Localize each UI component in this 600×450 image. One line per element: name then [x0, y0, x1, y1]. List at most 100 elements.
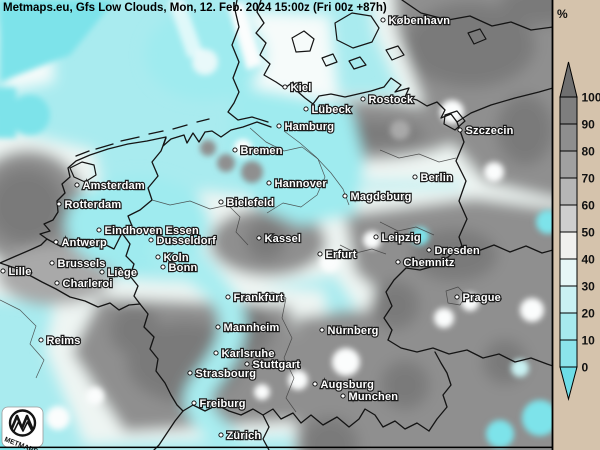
city-marker-icon — [282, 84, 288, 90]
city-marker-icon — [312, 381, 318, 387]
city-label: Kiel — [282, 81, 312, 95]
city-label: Bonn — [160, 261, 198, 275]
legend-cell — [559, 258, 578, 287]
city-label: Erfurt — [317, 248, 358, 262]
legend-cell — [559, 285, 578, 314]
legend-tick-label: 50 — [582, 226, 596, 240]
legend-tick-label: 100 — [582, 91, 600, 105]
city-name: Reims — [47, 335, 81, 347]
city-marker-icon — [148, 237, 154, 243]
city-marker-icon — [303, 106, 309, 112]
city-label: Rostock — [360, 93, 415, 107]
country-borders — [0, 0, 553, 450]
city-label: Hannover — [266, 177, 328, 191]
city-marker-icon — [74, 182, 80, 188]
city-label: Chemnitz — [395, 256, 456, 270]
city-marker-icon — [56, 201, 62, 207]
legend-cell — [559, 204, 578, 233]
legend-tick-label: 30 — [582, 280, 596, 294]
legend-tick-label: 70 — [582, 172, 596, 186]
city-label: Magdeburg — [342, 190, 413, 204]
city-marker-icon — [373, 234, 379, 240]
city-marker-icon — [160, 264, 166, 270]
city-marker-icon — [412, 174, 418, 180]
city-marker-icon — [187, 370, 193, 376]
city-name: Amsterdam — [83, 180, 145, 192]
city-label: Karlsruhe — [213, 347, 276, 361]
city-name: Antwerp — [62, 237, 107, 249]
city-label: Charleroi — [54, 277, 114, 291]
city-marker-icon — [319, 327, 325, 333]
city-marker-icon — [155, 254, 161, 260]
city-name: Bielefeld — [227, 197, 275, 209]
city-name: Chemnitz — [404, 257, 455, 269]
city-label: Freiburg — [191, 397, 247, 411]
city-name: Kassel — [265, 233, 302, 245]
city-marker-icon — [99, 269, 105, 275]
city-name: Munchen — [349, 391, 399, 403]
city-label: Liège — [99, 266, 138, 280]
city-label: Lille — [0, 265, 33, 279]
logo-m-wave2-icon — [13, 421, 33, 432]
city-label: Reims — [38, 334, 82, 348]
city-name: Augsburg — [321, 379, 375, 391]
city-name: Erfurt — [326, 249, 357, 261]
city-marker-icon — [218, 199, 224, 205]
city-label: Dusseldorf — [148, 234, 217, 248]
legend-cell — [559, 312, 578, 341]
city-name: Liège — [108, 267, 138, 279]
city-marker-icon — [266, 180, 272, 186]
city-label: Dresden — [426, 244, 481, 258]
city-label: Munchen — [340, 390, 399, 404]
legend-cell — [559, 150, 578, 179]
city-name: Bonn — [169, 262, 198, 274]
map-bottom-frame — [0, 446, 553, 449]
cloud-layer-large — [0, 0, 553, 450]
legend-cell — [559, 231, 578, 260]
city-marker-icon — [276, 123, 282, 129]
city-label: Amsterdam — [74, 179, 146, 193]
city-marker-icon — [244, 361, 250, 367]
city-label: Strasbourg — [187, 367, 257, 381]
legend-down-arrow — [559, 366, 578, 401]
city-marker-icon — [96, 227, 102, 233]
city-name: Brussels — [58, 258, 106, 270]
city-marker-icon — [213, 350, 219, 356]
city-label: Augsburg — [312, 378, 375, 392]
city-label: København — [380, 14, 451, 28]
legend-tick-label: 60 — [582, 199, 596, 213]
city-name: Karlsruhe — [222, 348, 275, 360]
city-marker-icon — [225, 294, 231, 300]
city-marker-icon — [232, 147, 238, 153]
city-marker-icon — [191, 400, 197, 406]
city-label: Kassel — [256, 232, 302, 246]
city-marker-icon — [49, 260, 55, 266]
city-name: Eindhoven — [105, 225, 163, 237]
city-name: Mannheim — [224, 322, 280, 334]
city-name: Magdeburg — [351, 191, 412, 203]
city-marker-icon — [38, 337, 44, 343]
city-label: Bielefeld — [218, 196, 275, 210]
city-marker-icon — [454, 294, 460, 300]
legend-tick-label: 20 — [582, 307, 596, 321]
city-name: Strasbourg — [196, 368, 257, 380]
city-label: Leipzig — [373, 231, 422, 245]
legend-tick-label: 90 — [582, 118, 596, 132]
city-marker-icon — [340, 393, 346, 399]
city-name: Charleroi — [63, 278, 113, 290]
city-name: Nürnberg — [328, 325, 379, 337]
city-label: Lübeck — [303, 103, 353, 117]
city-marker-icon — [53, 239, 59, 245]
legend-tick-label: 10 — [582, 334, 596, 348]
city-label: Mannheim — [215, 321, 281, 335]
city-label: Bremen — [232, 144, 284, 158]
city-marker-icon — [360, 96, 366, 102]
legend-cell — [559, 96, 578, 125]
city-name: Prague — [463, 292, 502, 304]
city-name: Zürich — [227, 430, 262, 442]
city-label: Frankfurt — [225, 291, 285, 305]
city-marker-icon — [426, 247, 432, 253]
city-name: Dusseldorf — [157, 235, 217, 247]
